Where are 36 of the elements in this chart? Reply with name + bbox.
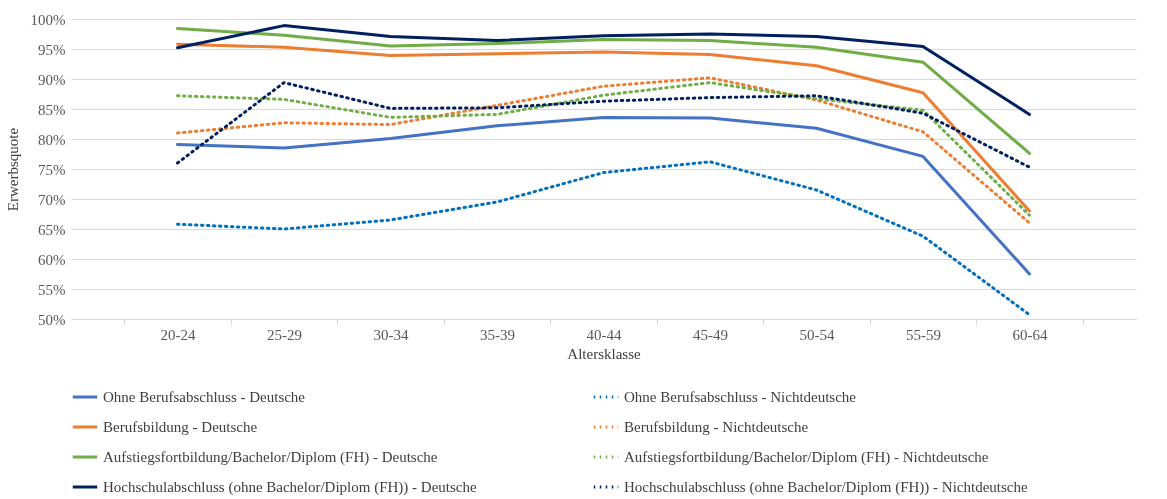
- y-tick-label: 55%: [38, 281, 66, 298]
- x-tick-label: 30-34: [373, 326, 409, 343]
- line-series: [176, 160, 1031, 317]
- legend-label: Aufstiegsfortbildung/Bachelor/Diplom (FH) - Nichtdeutsche: [624, 449, 989, 466]
- legend-label: Ohne Berufsabschluss - Deutsche: [103, 389, 306, 405]
- x-tick-label: 55-59: [906, 326, 941, 343]
- line-series: [176, 81, 1031, 169]
- legend-label: Ohne Berufsabschluss - Nichtdeutsche: [624, 389, 857, 405]
- x-axis-title: Altersklasse: [567, 345, 641, 362]
- y-tick-label: 70%: [38, 191, 66, 208]
- y-tick-label: 85%: [38, 101, 66, 118]
- x-tick-label: 40-44: [586, 326, 622, 343]
- line-series: [176, 24, 1031, 116]
- x-tick-label: 60-64: [1012, 326, 1048, 343]
- y-tick-label: 95%: [38, 41, 66, 58]
- y-tick-label: 75%: [38, 161, 66, 178]
- x-tick-label: 50-54: [799, 326, 835, 343]
- y-axis-title: Erwerbsquote: [4, 127, 21, 212]
- legend-label: Hochschulabschluss (ohne Bachelor/Diplom (FH)) - Nichtdeutsche: [624, 479, 1028, 496]
- x-tick-label: 45-49: [693, 326, 728, 343]
- y-tick-label: 80%: [38, 131, 66, 148]
- line-series: [176, 42, 1031, 213]
- y-tick-label: 60%: [38, 251, 66, 268]
- y-tick-label: 50%: [38, 311, 66, 328]
- line-series: [176, 27, 1031, 155]
- x-tick-label: 35-39: [480, 326, 515, 343]
- y-tick-label: 65%: [38, 221, 66, 238]
- legend-label: Hochschulabschluss (ohne Bachelor/Diplom (FH)) - Deutsche: [103, 479, 477, 496]
- legend-label: Berufsbildung - Nichtdeutsche: [624, 419, 809, 435]
- legend-label: Aufstiegsfortbildung/Bachelor/Diplom (FH) - Deutsche: [103, 449, 438, 466]
- x-tick-label: 20-24: [160, 326, 196, 343]
- x-tick-label: 25-29: [267, 326, 302, 343]
- legend-label: Berufsbildung - Deutsche: [103, 419, 258, 435]
- y-tick-label: 100%: [30, 11, 66, 28]
- line-series: [176, 115, 1031, 276]
- y-tick-label: 90%: [38, 71, 66, 88]
